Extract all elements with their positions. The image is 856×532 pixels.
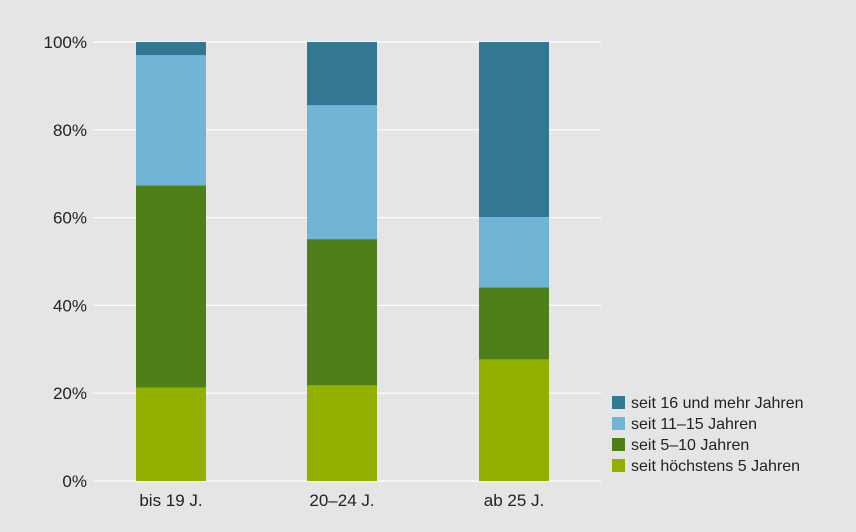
legend: seit 16 und mehr Jahren seit 11–15 Jahren… — [612, 395, 804, 475]
x-tick-label: 20–24 J. — [309, 491, 374, 510]
bar-segment-0-2 — [136, 55, 206, 186]
x-tick-label: bis 19 J. — [139, 491, 202, 510]
bar-segment-2-0 — [479, 359, 549, 481]
bar-segment-0-0 — [136, 387, 206, 481]
legend-swatch — [612, 459, 625, 472]
legend-label: seit 16 und mehr Jahren — [631, 395, 804, 412]
legend-label: seit 5–10 Jahren — [631, 437, 749, 454]
bar-segment-1-3 — [307, 42, 377, 106]
bar-segment-1-1 — [307, 239, 377, 386]
legend-swatch — [612, 417, 625, 430]
bar-segment-0-1 — [136, 185, 206, 388]
bar-segment-2-2 — [479, 217, 549, 288]
y-tick-label: 60% — [53, 209, 87, 228]
legend-label: seit höchstens 5 Jahren — [631, 458, 800, 475]
bar-segment-0-3 — [136, 42, 206, 56]
bar-segment-1-0 — [307, 385, 377, 481]
bar-segment-2-3 — [479, 42, 549, 218]
bars — [136, 42, 549, 481]
legend-swatch — [612, 396, 625, 409]
y-tick-label: 40% — [53, 296, 87, 315]
x-axis-ticks: bis 19 J. 20–24 J. ab 25 J. — [139, 491, 544, 510]
y-tick-label: 80% — [53, 121, 87, 140]
x-tick-label: ab 25 J. — [484, 491, 545, 510]
bar-segment-1-2 — [307, 105, 377, 240]
y-tick-label: 20% — [53, 384, 87, 403]
legend-label: seit 11–15 Jahren — [631, 416, 757, 433]
bar-segment-2-1 — [479, 287, 549, 360]
y-tick-label: 100% — [44, 33, 87, 52]
legend-swatch — [612, 438, 625, 451]
y-axis-ticks: 0% 20% 40% 60% 80% 100% — [44, 33, 87, 491]
y-tick-label: 0% — [62, 472, 87, 491]
